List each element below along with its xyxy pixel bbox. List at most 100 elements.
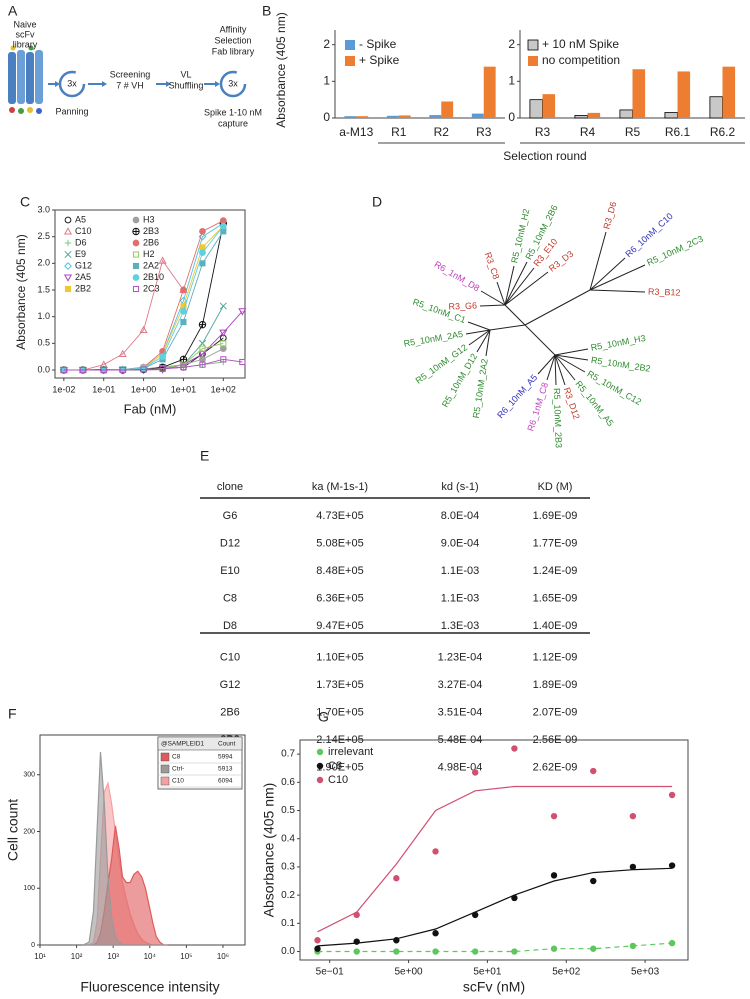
data-point <box>353 948 360 955</box>
data-point <box>220 356 227 363</box>
series-line <box>317 942 673 953</box>
data-point <box>550 872 558 879</box>
data-point <box>198 232 207 241</box>
legend-label: 2B10 <box>143 272 164 282</box>
tree-leaf-label: R3_B12 <box>648 286 681 297</box>
x-tick-label: 5e+03 <box>631 967 660 978</box>
panel-label: D <box>372 194 382 210</box>
fit-curve <box>317 785 673 933</box>
table-cell: C8 <box>223 592 237 604</box>
legend-marker <box>63 227 73 235</box>
diagram-text: Screening <box>110 69 151 79</box>
plot-frame <box>299 739 689 961</box>
data-point <box>60 366 67 374</box>
data-point <box>238 308 247 316</box>
x-tick-label: R5 <box>625 125 641 139</box>
table-cell: 8.0E-04 <box>441 510 480 522</box>
tree-branch <box>467 321 491 331</box>
tree-branch <box>537 354 556 375</box>
diagram-text: 3x <box>228 78 238 88</box>
table-cell: 9.0E-04 <box>441 537 480 549</box>
dot <box>9 107 15 113</box>
panel-label: C <box>20 194 30 210</box>
data-point <box>590 877 597 885</box>
data-point <box>629 863 637 871</box>
tree-leaf-label: R3_C8 <box>483 251 502 281</box>
legend-label: 2B6 <box>143 237 159 247</box>
table-cell: E10 <box>220 565 240 577</box>
cycle-arrow <box>219 70 247 98</box>
data-point <box>180 364 187 371</box>
tree-branch <box>504 271 549 306</box>
x-tick-label: 10³ <box>107 952 119 961</box>
table-cell: 1.23E-04 <box>438 651 483 663</box>
legend-count: 5913 <box>218 766 233 773</box>
table-cell: 1.77E-09 <box>533 537 578 549</box>
diagram-text: Naive <box>13 19 36 29</box>
legend-swatch <box>345 40 355 50</box>
arrow-head <box>55 81 60 87</box>
tree-branch <box>524 324 556 356</box>
x-tick-label: R3 <box>476 125 492 139</box>
legend-label: H3 <box>143 214 155 224</box>
data-point <box>432 848 439 855</box>
legend-label: G12 <box>75 260 92 270</box>
table-cell: 9.47E+05 <box>316 620 363 632</box>
legend-swatch <box>345 56 355 66</box>
x-axis-label: Selection round <box>503 149 586 163</box>
tree-branch <box>554 354 557 386</box>
y-tick-label: 0 <box>31 942 35 949</box>
x-tick-label: 10⁴ <box>144 952 157 961</box>
y-tick-label: 0.5 <box>281 805 295 816</box>
data-point <box>550 812 558 820</box>
y-tick-label: 0.1 <box>281 918 295 929</box>
data-point <box>219 302 227 310</box>
data-point <box>471 948 479 955</box>
legend-label: + 10 nM Spike <box>542 37 619 51</box>
x-tick-label: R2 <box>434 125 450 139</box>
table-cell: 8.48E+05 <box>316 565 363 577</box>
x-tick-label: 5e+01 <box>473 967 502 978</box>
y-tick-label: 1.5 <box>37 284 50 294</box>
table-cell: 2B6 <box>220 706 240 718</box>
arrow-head <box>102 81 107 87</box>
tree-leaf-label: R6_1nM_D8 <box>433 259 482 293</box>
x-tick-label: a-M13 <box>339 125 373 139</box>
bar <box>709 96 723 119</box>
legend-marker <box>132 285 140 293</box>
data-point <box>590 945 597 952</box>
legend-label: irrelevant <box>328 746 373 758</box>
fit-curve <box>317 867 673 947</box>
x-tick-label: 10² <box>71 952 83 961</box>
data-point <box>198 321 207 329</box>
table-cell: D12 <box>220 537 240 549</box>
x-axis-label: Fluorescence intensity <box>80 979 219 995</box>
tree-branch <box>504 261 528 306</box>
diagram-text: Affinity <box>220 24 247 34</box>
data-point <box>668 862 676 869</box>
data-point <box>179 355 188 363</box>
diagram-text: VL <box>180 69 191 79</box>
x-tick-label: R1 <box>391 125 407 139</box>
y-tick-label: 0.5 <box>37 338 50 348</box>
table-cell: 3.27E-04 <box>438 679 483 691</box>
dot <box>36 108 42 114</box>
diagram-text: scFv <box>16 29 35 39</box>
bar <box>344 116 357 118</box>
table-cell: 2.07E-09 <box>533 706 578 718</box>
data-point <box>220 228 227 235</box>
table-cell: 1.69E-09 <box>533 510 578 522</box>
data-point <box>550 945 558 952</box>
table-cell: 1.65E-09 <box>533 592 578 604</box>
data-point <box>353 911 360 919</box>
bar <box>429 115 442 118</box>
legend-marker <box>64 285 72 293</box>
diagram-text: Fab library <box>212 46 255 56</box>
legend-marker <box>132 216 140 224</box>
table-cell: 1.24E-09 <box>533 565 578 577</box>
bar <box>619 109 633 119</box>
y-tick-label: 0.6 <box>281 777 295 788</box>
data-point <box>100 366 107 374</box>
data-point <box>158 256 167 264</box>
data-point <box>219 329 228 337</box>
